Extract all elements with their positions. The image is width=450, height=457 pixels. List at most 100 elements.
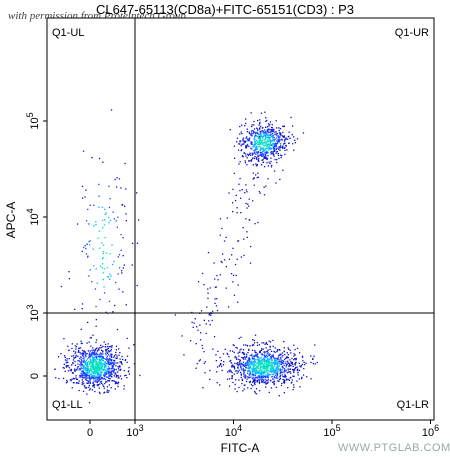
event-point xyxy=(91,357,94,359)
event-point xyxy=(292,143,294,145)
event-point xyxy=(256,370,258,372)
event-point xyxy=(254,144,256,146)
event-point xyxy=(82,355,84,357)
event-point xyxy=(123,385,125,387)
event-point xyxy=(239,133,241,135)
event-point xyxy=(269,367,271,370)
event-point xyxy=(263,368,265,370)
event-point xyxy=(84,362,86,364)
event-point xyxy=(238,369,240,371)
event-point xyxy=(227,353,229,356)
event-point xyxy=(264,152,266,154)
event-point xyxy=(253,131,255,133)
event-point xyxy=(257,172,259,174)
event-point xyxy=(278,157,280,160)
event-point xyxy=(268,143,270,145)
event-point xyxy=(271,370,273,372)
event-point xyxy=(266,382,268,385)
event-point xyxy=(86,363,89,366)
event-point xyxy=(262,144,264,146)
event-point xyxy=(260,133,262,135)
event-point xyxy=(229,350,231,352)
event-point xyxy=(265,374,267,376)
event-point xyxy=(279,146,281,148)
event-point xyxy=(95,268,97,270)
event-point xyxy=(86,362,88,365)
event-point xyxy=(302,132,305,134)
event-point xyxy=(249,367,251,370)
event-point xyxy=(267,377,269,379)
event-point xyxy=(100,344,102,346)
event-point xyxy=(254,354,257,357)
event-point xyxy=(268,353,270,355)
event-point xyxy=(253,145,255,147)
event-point xyxy=(107,343,109,345)
event-point xyxy=(261,353,263,355)
event-point xyxy=(243,384,245,386)
event-point xyxy=(113,375,115,377)
event-point xyxy=(224,348,226,350)
event-point xyxy=(103,292,106,294)
event-point xyxy=(274,376,276,379)
event-point xyxy=(279,368,281,370)
event-point xyxy=(110,363,113,365)
event-point xyxy=(82,352,85,354)
event-point xyxy=(248,358,250,361)
event-point xyxy=(245,184,247,186)
event-point xyxy=(282,145,284,147)
event-point xyxy=(116,328,119,331)
event-point xyxy=(281,135,283,137)
event-point xyxy=(102,253,104,255)
event-point xyxy=(232,202,234,204)
event-point xyxy=(108,359,110,361)
event-point xyxy=(301,356,304,358)
event-point xyxy=(97,349,99,351)
event-point xyxy=(238,379,240,381)
event-point xyxy=(92,364,95,366)
event-point xyxy=(271,131,273,133)
event-point xyxy=(246,345,249,347)
event-point xyxy=(279,136,281,138)
event-point xyxy=(273,361,275,363)
x-axis-ticks: 0 103 104 105 106 xyxy=(87,420,439,439)
event-point xyxy=(267,123,270,125)
event-point xyxy=(230,359,232,362)
event-point xyxy=(81,359,83,362)
event-point xyxy=(238,364,240,367)
event-point xyxy=(85,367,87,370)
event-point xyxy=(126,377,128,379)
event-point xyxy=(310,355,312,357)
event-point xyxy=(92,351,95,354)
event-point xyxy=(238,364,240,366)
event-point xyxy=(98,359,101,361)
event-point xyxy=(236,137,239,139)
event-point xyxy=(216,366,219,368)
event-point xyxy=(269,348,271,351)
event-point xyxy=(102,362,104,365)
event-point xyxy=(262,138,264,140)
event-point xyxy=(104,208,106,210)
event-point xyxy=(281,374,283,376)
event-point xyxy=(293,386,295,388)
event-point xyxy=(294,139,296,141)
event-point xyxy=(86,372,88,375)
event-point xyxy=(261,380,263,382)
event-point xyxy=(281,139,283,141)
event-point xyxy=(265,362,267,364)
event-point xyxy=(275,367,277,369)
event-point xyxy=(248,153,251,156)
event-point xyxy=(254,361,256,363)
event-point xyxy=(294,354,296,356)
event-point xyxy=(77,382,79,384)
event-point xyxy=(266,353,268,355)
event-point xyxy=(272,373,275,376)
event-point xyxy=(267,128,269,131)
event-point xyxy=(107,276,109,278)
event-point xyxy=(110,353,112,355)
event-point xyxy=(102,257,105,259)
event-point xyxy=(77,366,79,368)
event-point xyxy=(103,286,105,288)
event-point xyxy=(254,371,256,373)
event-point xyxy=(268,375,270,377)
event-point xyxy=(276,364,279,366)
